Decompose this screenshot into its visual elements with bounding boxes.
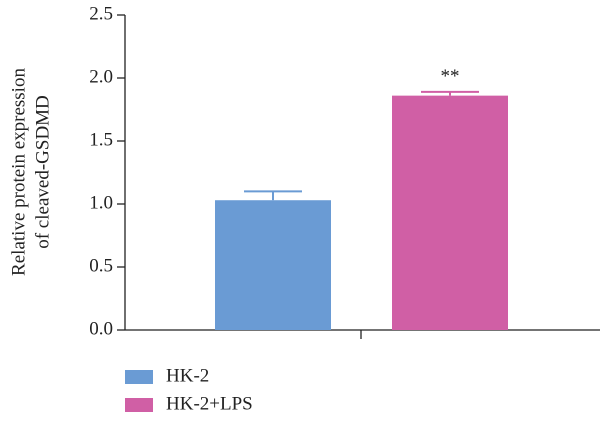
legend-label: HK-2+LPS (166, 393, 253, 414)
bar (392, 95, 508, 330)
y-tick-label: 0.5 (89, 255, 113, 276)
y-tick-label: 1.0 (89, 192, 113, 213)
legend-label: HK-2 (166, 365, 209, 386)
y-axis-label: of cleaved-GSDMD (32, 95, 53, 249)
y-tick-label: 2.0 (89, 66, 113, 87)
legend-swatch (125, 398, 153, 412)
bar (215, 200, 331, 330)
legend-swatch (125, 370, 153, 384)
annotation: ** (441, 66, 460, 87)
y-tick-label: 1.5 (89, 129, 113, 150)
y-axis-label: Relative protein expression (8, 68, 29, 276)
y-tick-label: 0.0 (89, 318, 113, 339)
y-tick-label: 2.5 (89, 3, 113, 24)
